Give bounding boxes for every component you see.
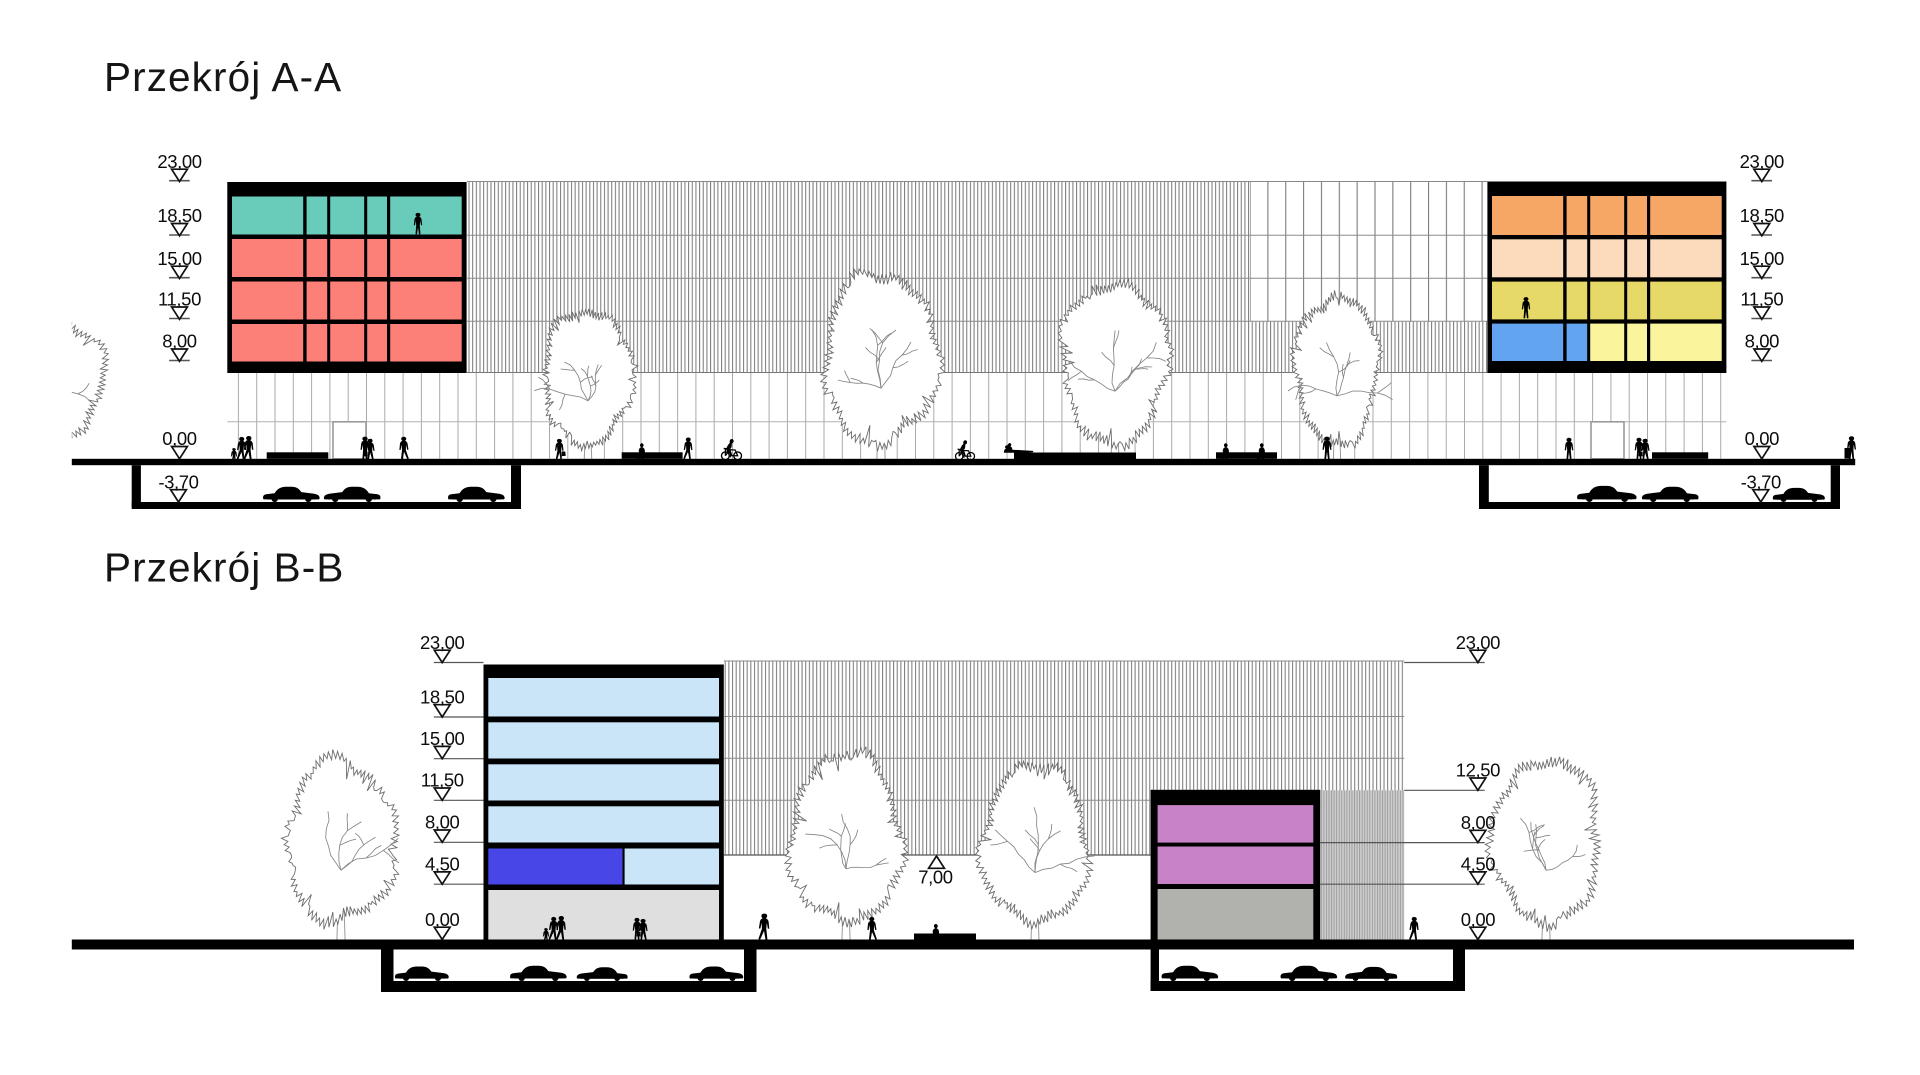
svg-text:0,00: 0,00 [1461, 909, 1496, 930]
svg-text:18,50: 18,50 [157, 205, 201, 226]
svg-text:23,00: 23,00 [1740, 151, 1784, 172]
svg-text:12,50: 12,50 [1456, 760, 1500, 781]
svg-text:15,00: 15,00 [157, 248, 201, 269]
svg-text:4,50: 4,50 [1461, 854, 1496, 875]
svg-text:23,00: 23,00 [420, 632, 464, 653]
svg-text:8,00: 8,00 [1461, 812, 1496, 833]
svg-text:Przekrój B-B: Przekrój B-B [104, 545, 345, 591]
svg-text:0,00: 0,00 [425, 909, 460, 930]
svg-text:18,50: 18,50 [420, 686, 464, 707]
svg-text:18,50: 18,50 [1740, 205, 1784, 226]
svg-text:8,00: 8,00 [425, 812, 460, 833]
svg-text:7,00: 7,00 [918, 867, 953, 888]
svg-text:11,50: 11,50 [1740, 289, 1783, 310]
svg-text:23,00: 23,00 [157, 151, 201, 172]
svg-text:23,00: 23,00 [1456, 632, 1500, 653]
svg-text:11,50: 11,50 [158, 289, 201, 310]
svg-text:11,50: 11,50 [421, 770, 464, 791]
svg-text:8,00: 8,00 [162, 331, 197, 352]
svg-text:Przekrój A-A: Przekrój A-A [104, 54, 342, 100]
svg-text:15,00: 15,00 [420, 728, 464, 749]
svg-text:15,00: 15,00 [1740, 248, 1784, 269]
svg-text:8,00: 8,00 [1745, 331, 1780, 352]
svg-text:0,00: 0,00 [1745, 428, 1780, 449]
svg-text:-3,70: -3,70 [1741, 471, 1781, 492]
svg-text:-3,70: -3,70 [158, 471, 198, 492]
svg-text:0,00: 0,00 [162, 428, 197, 449]
svg-text:4,50: 4,50 [425, 854, 460, 875]
